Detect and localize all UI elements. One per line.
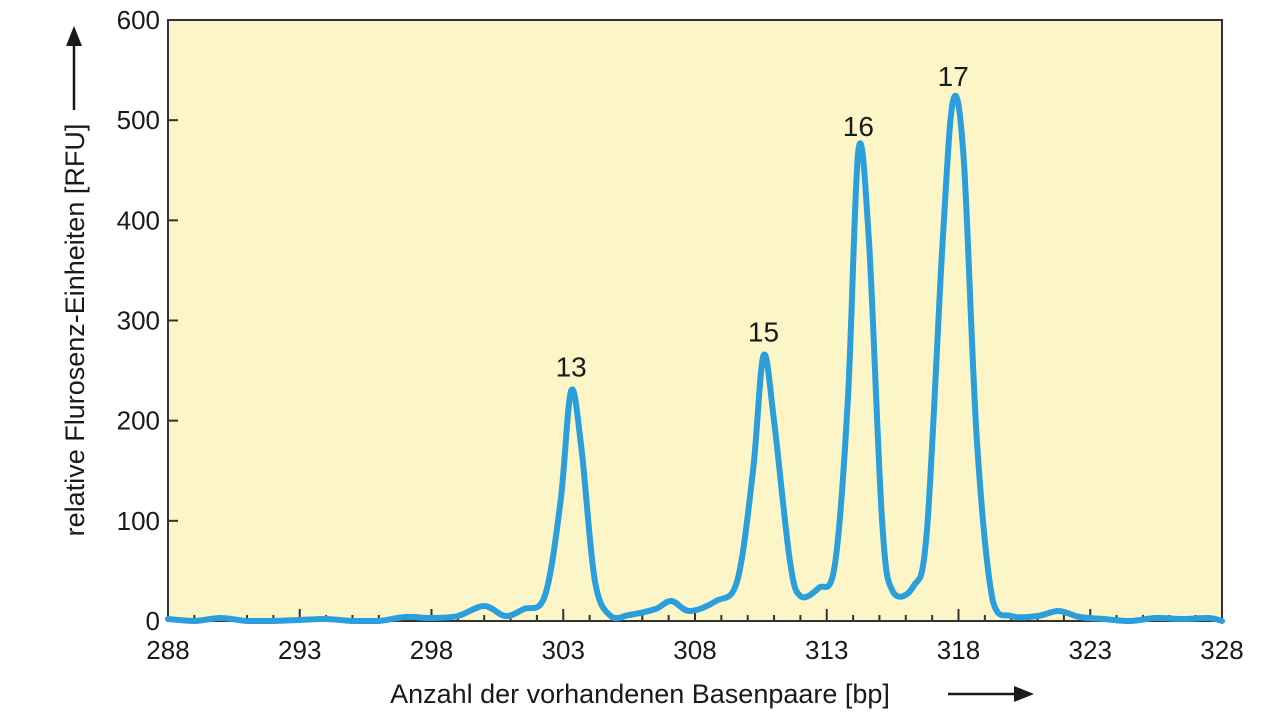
x-tick-label: 293: [278, 635, 321, 665]
y-tick-label: 400: [117, 205, 160, 235]
peak-labels: 13 15 16 17: [556, 61, 969, 382]
x-tick-label: 303: [542, 635, 585, 665]
y-tick-label: 100: [117, 506, 160, 536]
y-tick-label: 200: [117, 406, 160, 436]
peak-label: 15: [748, 317, 779, 348]
x-tick-label: 323: [1069, 635, 1112, 665]
y-axis-title: relative Flurosenz-Einheiten [RFU]: [60, 124, 90, 537]
series-line: [165, 92, 1225, 624]
axis-arrows: [66, 26, 1034, 702]
peak-label: 17: [938, 61, 969, 92]
x-axis-ticks: 288 293 298 303 308 313 318 323 328: [146, 609, 1244, 665]
y-tick-label: 600: [117, 5, 160, 35]
y-axis-arrowhead: [66, 26, 82, 46]
y-tick-label: 0: [146, 606, 160, 636]
y-tick-label: 500: [117, 105, 160, 135]
x-axis-title: Anzahl der vorhandenen Basenpaare [bp]: [390, 679, 890, 709]
x-tick-label: 318: [937, 635, 980, 665]
x-tick-label: 308: [673, 635, 716, 665]
plot-area: [167, 19, 1223, 622]
x-tick-label: 288: [146, 635, 189, 665]
x-tick-label: 328: [1200, 635, 1243, 665]
x-tick-label: 298: [410, 635, 453, 665]
peak-label: 13: [556, 352, 587, 383]
x-axis-arrowhead: [1014, 686, 1034, 702]
peak-label: 16: [843, 111, 874, 142]
y-axis-ticks: 0 100 200 300 400 500 600: [117, 5, 178, 636]
x-tick-label: 313: [805, 635, 848, 665]
y-tick-label: 300: [117, 306, 160, 336]
